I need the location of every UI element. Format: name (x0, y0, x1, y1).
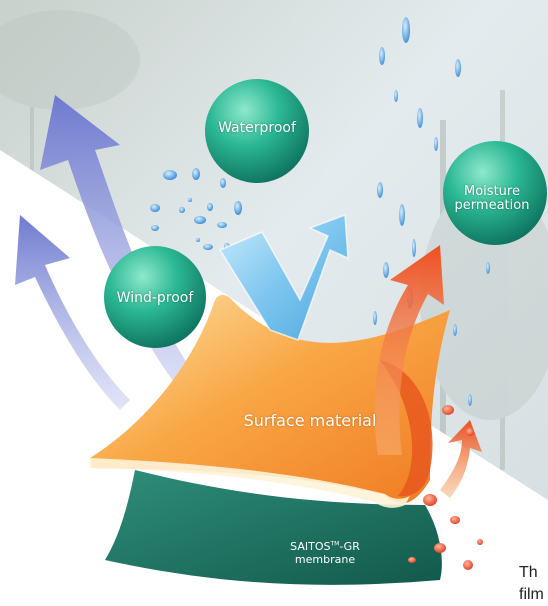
windproof-label: Wind-proof (100, 291, 210, 306)
cropped-caption: Th film (519, 562, 544, 606)
caption-line1: Th (519, 562, 544, 584)
caption-line2: film (519, 584, 544, 606)
trademark-mark: TM (330, 540, 339, 547)
membrane-label: SAITOSTM-GR membrane (260, 541, 390, 566)
moisture-label-line1: Moisture (436, 185, 548, 199)
waterproof-label: Waterproof (196, 121, 318, 136)
membrane-suffix: -GR (339, 540, 360, 553)
moisture-label-line2: permeation (436, 199, 548, 213)
membrane-label-line2: membrane (260, 554, 390, 567)
moisture-permeation-label: Moisture permeation (436, 185, 548, 212)
membrane-label-line1: SAITOSTM-GR (260, 541, 390, 554)
membrane-name: SAITOS (290, 540, 330, 553)
surface-material-label: Surface material (220, 411, 400, 430)
